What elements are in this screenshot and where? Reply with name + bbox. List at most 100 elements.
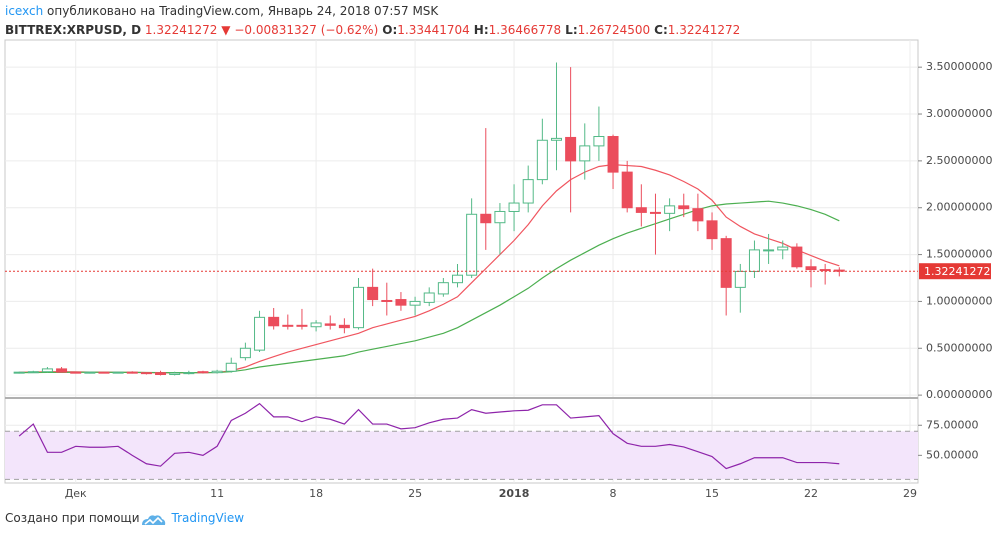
- candle-body: [395, 299, 407, 306]
- y-tick-label: 1.50000000: [926, 248, 992, 261]
- candle-body: [480, 213, 492, 224]
- candle-body: [664, 205, 676, 214]
- candle-body: [169, 372, 181, 376]
- y-tick-label: 0.00000000: [926, 388, 992, 401]
- candle-body: [155, 372, 167, 376]
- candle-body: [579, 145, 591, 162]
- x-tick-label: 2018: [499, 487, 530, 500]
- ohlc-value: 1.36466778: [488, 23, 562, 37]
- change: −0.00831327 (−0.62%): [234, 23, 379, 37]
- candle-body: [41, 368, 53, 373]
- candle-body: [70, 371, 82, 374]
- candle-body: [791, 246, 803, 268]
- y-tick-label: 75.00000: [926, 418, 979, 431]
- candle-body: [254, 316, 266, 351]
- candle-body: [296, 324, 308, 327]
- candle-body: [805, 266, 817, 271]
- last-price-box: [919, 263, 991, 280]
- published: опубликовано на TradingView.com, Январь …: [47, 4, 439, 18]
- candle-body: [423, 292, 435, 303]
- candle-body: [225, 362, 237, 372]
- candle-body: [112, 371, 124, 374]
- header: icexch опубликовано на TradingView.com, …: [5, 2, 740, 40]
- candle-body: [748, 249, 760, 272]
- candle-body: [508, 202, 520, 212]
- rsi-band: [5, 431, 918, 480]
- grid-layer: [5, 40, 918, 483]
- candle-body: [692, 208, 704, 222]
- candle-body: [678, 205, 690, 210]
- candle-body: [126, 371, 138, 374]
- candle-body: [522, 179, 534, 204]
- tradingview-logo: [142, 515, 166, 525]
- marks-layer: [13, 62, 845, 470]
- candle-body: [550, 137, 562, 141]
- candle-body: [466, 213, 478, 276]
- candle-body: [211, 370, 223, 374]
- ohlc-value: 1.26724500: [577, 23, 651, 37]
- candle-body: [140, 372, 152, 375]
- candle-body: [381, 299, 393, 302]
- x-tick-label: 8: [610, 487, 617, 500]
- last-price-label: 1.32241272: [924, 265, 990, 278]
- candle-body: [98, 371, 110, 374]
- candle-body: [13, 371, 25, 374]
- ohlc-key: C:: [654, 23, 668, 37]
- candle-body: [536, 139, 548, 181]
- candle-body: [367, 286, 379, 301]
- y-tick-label: 50.00000: [926, 448, 979, 461]
- x-tick-label: 25: [408, 487, 422, 500]
- candle-body: [310, 322, 322, 328]
- candle-body: [437, 282, 449, 295]
- x-tick-label: 11: [210, 487, 224, 500]
- ohlc-value: 1.32241272: [667, 23, 741, 37]
- down-arrow: ▼: [221, 23, 231, 37]
- candle-body: [833, 269, 845, 272]
- symbol: BITTREX:XRPUSD, D: [5, 23, 142, 37]
- candle-body: [706, 220, 718, 240]
- ohlc-key: O:: [382, 23, 398, 37]
- y-tick-label: 2.50000000: [926, 154, 992, 167]
- publish-line: icexch опубликовано на TradingView.com, …: [5, 2, 740, 21]
- candle-body: [763, 249, 775, 252]
- candle-body: [819, 269, 831, 272]
- candle-body: [27, 371, 39, 374]
- candle-body: [353, 286, 365, 329]
- candle-body: [649, 211, 661, 214]
- candle-body: [565, 136, 577, 162]
- candle-body: [183, 372, 195, 375]
- candle-body: [777, 246, 789, 251]
- candle-body: [452, 274, 463, 284]
- candle-body: [409, 300, 421, 306]
- y-tick-label: 2.00000000: [926, 201, 992, 214]
- y-tick-label: 0.50000000: [926, 341, 992, 354]
- candle-body: [607, 136, 619, 173]
- candle-body: [635, 207, 647, 213]
- candle-body: [734, 270, 746, 288]
- y-tick-label: 1.00000000: [926, 294, 992, 307]
- candle-body: [338, 324, 350, 329]
- candle-body: [56, 368, 68, 373]
- footer-text: Создано при помощи: [5, 511, 140, 525]
- candle-body: [593, 136, 605, 147]
- candle-body: [494, 210, 506, 224]
- y-tick-label: 3.00000000: [926, 107, 992, 120]
- x-tick-label: 15: [705, 487, 719, 500]
- brand[interactable]: TradingView: [171, 511, 245, 525]
- candle-body: [268, 316, 280, 327]
- last: 1.32241272: [144, 23, 218, 37]
- candle-body: [197, 371, 209, 374]
- ohlc-key: L:: [565, 23, 578, 37]
- rsi-line: [18, 402, 840, 470]
- plot-frame: [4, 39, 919, 484]
- x-tick-label: 22: [804, 487, 818, 500]
- footer: Создано при помощи TradingView: [5, 511, 244, 525]
- symbol-line: BITTREX:XRPUSD, D 1.32241272 ▼ −0.008313…: [5, 21, 740, 40]
- candle-body: [282, 324, 294, 327]
- author[interactable]: icexch: [5, 4, 44, 18]
- candle-body: [84, 371, 96, 374]
- ohlc-value: 1.33441704: [397, 23, 470, 37]
- y-tick-label: 3.50000000: [926, 60, 992, 73]
